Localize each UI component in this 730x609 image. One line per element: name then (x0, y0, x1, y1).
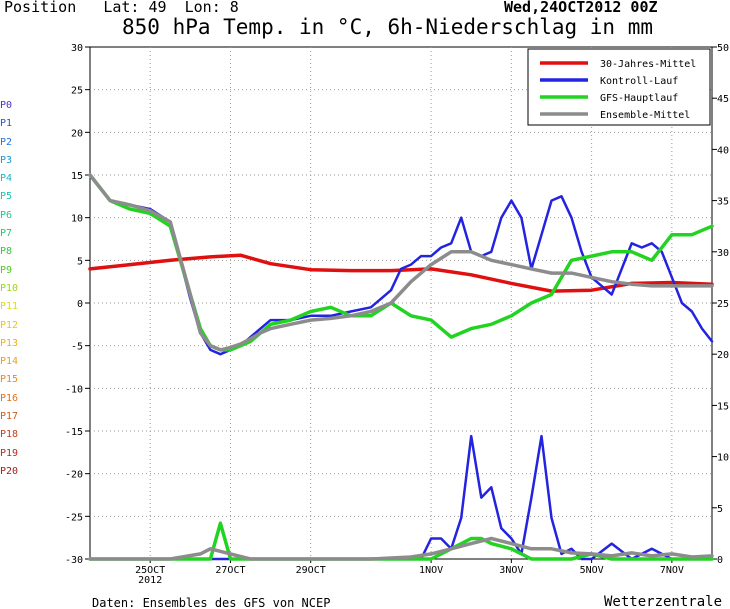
series-kontroll-lauf-temp (88, 173, 714, 356)
member-label: P15 (0, 374, 19, 386)
y2-tick-label: 5 (717, 504, 723, 515)
ensemble-member-list: P0 P1 P2 P3 P4 P5 P6 P7 P8 P9 P10 P11 P12 P13 P14 P15 P1… (0, 97, 18, 481)
y-tick-label: -10 (65, 384, 83, 395)
position-line: Position Lat: 49 Lon: 8 (4, 0, 239, 16)
y-tick-label: 20 (71, 128, 83, 139)
series-ensemble-mittel-precip (88, 536, 714, 561)
y-tick-label: 30 (71, 43, 83, 54)
x-tick-label: 7NOV (660, 565, 684, 576)
member-label: P4 (0, 173, 13, 185)
series-gfs-hauptlauf-temp (88, 173, 714, 352)
chart-title: 850 hPa Temp. in °C, 6h-Niederschlag in … (122, 15, 654, 39)
x-tick-label: 27OCT (215, 565, 245, 576)
brand-label: Wetterzentrale (604, 594, 723, 609)
y2-tick-label: 15 (717, 401, 729, 412)
member-label: P0 (0, 100, 13, 111)
member-label: P2 (0, 136, 13, 148)
series-ensemble-mittel-temp (88, 173, 714, 352)
latitude: Lat: 49 (103, 0, 167, 16)
y2-tick-label: 50 (717, 43, 729, 54)
member-label: P11 (0, 301, 19, 313)
y2-tick-label: 20 (717, 350, 729, 361)
y-tick-label: -5 (71, 342, 83, 353)
legend-label: 30-Jahres-Mittel (600, 59, 696, 70)
position-label: Position (4, 0, 77, 16)
member-label: P20 (0, 465, 19, 477)
member-label: P16 (0, 392, 19, 404)
y2-tick-label: 10 (717, 453, 729, 464)
y2-tick-label: 45 (717, 94, 729, 105)
longitude: Lon: 8 (184, 0, 239, 16)
x-tick-label-year: 2012 (138, 575, 162, 586)
member-label: P18 (0, 429, 19, 441)
y2-tick-label: 35 (717, 197, 729, 208)
y-tick-label: -20 (65, 470, 83, 481)
legend-label: Ensemble-Mittel (600, 110, 690, 121)
x-tick-label: 5NOV (580, 565, 604, 576)
member-label: P6 (0, 209, 13, 221)
member-label: P1 (0, 118, 13, 130)
legend-label: GFS-Hauptlauf (600, 93, 678, 104)
y-tick-label: -30 (65, 555, 83, 566)
x-tick-label: 25OCT (135, 565, 165, 576)
y2-tick-label: 40 (717, 145, 729, 156)
y-tick-label: -25 (65, 512, 83, 523)
y2-tick-label: 30 (717, 248, 729, 259)
y-tick-label: 0 (77, 299, 83, 310)
member-label: P3 (0, 154, 13, 166)
member-label: P9 (0, 264, 13, 276)
y-tick-label: 5 (77, 256, 83, 267)
member-label: P8 (0, 246, 13, 258)
member-label: P7 (0, 228, 13, 240)
run-date: Wed,24OCT2012 00Z (504, 0, 658, 16)
member-label: P19 (0, 447, 19, 459)
member-label: P10 (0, 282, 19, 294)
member-label: P17 (0, 411, 19, 423)
y2-tick-label: 25 (717, 299, 729, 310)
data-source: Daten: Ensembles des GFS von NCEP (92, 596, 331, 609)
y-tick-label: 10 (71, 214, 83, 225)
y2-tick-label: 0 (717, 555, 723, 566)
y-tick-label: -15 (65, 427, 83, 438)
x-tick-label: 1NOV (419, 565, 443, 576)
legend-label: Kontroll-Lauf (600, 76, 678, 87)
series-gfs-hauptlauf-precip (88, 521, 714, 561)
member-label: P13 (0, 337, 19, 349)
y-tick-label: 25 (71, 86, 83, 97)
x-tick-label: 3NOV (499, 565, 523, 576)
member-label: P12 (0, 319, 19, 331)
member-label: P14 (0, 356, 19, 368)
y-tick-label: 15 (71, 171, 83, 182)
member-label: P5 (0, 191, 13, 203)
series-kontroll-lauf-precip (88, 434, 714, 561)
x-tick-label: 29OCT (296, 565, 326, 576)
